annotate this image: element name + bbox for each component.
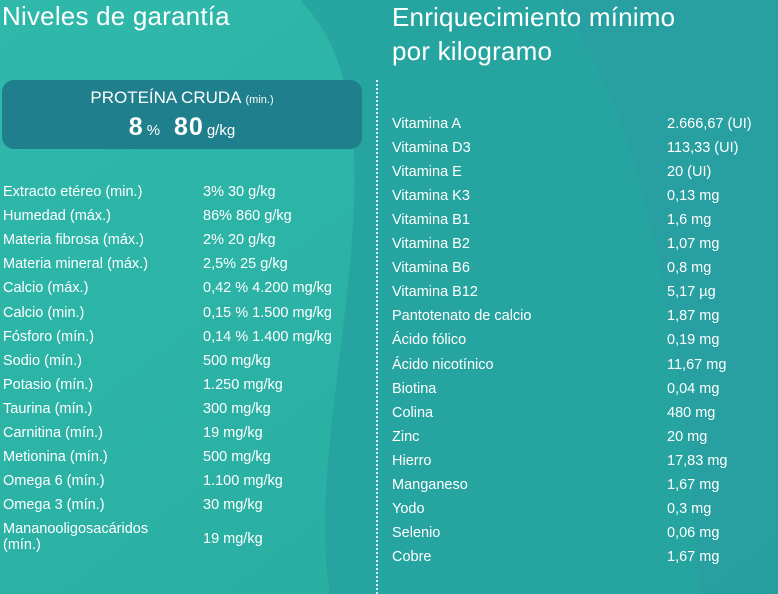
crude-protein-name: PROTEÍNA CRUDA (90, 88, 242, 107)
guarantee-name: Materia mineral (máx.) (3, 256, 149, 273)
enrichment-name: Selenio (392, 524, 441, 541)
enrichment-title-line1: Enriquecimiento mínimo (392, 2, 676, 32)
crude-protein-amount-unit: g/kg (206, 122, 236, 139)
guarantee-name: Potasio (mín.) (3, 376, 94, 393)
guarantee-name: Extracto etéreo (min.) (3, 184, 143, 200)
enrichment-value: 1,07 mg (667, 236, 720, 253)
guarantee-name: Mananooligosacáridos (mín.) (3, 521, 149, 554)
guarantee-name: Fósforo (mín.) (3, 328, 95, 345)
enrichment-name: Ácido nicotínico (392, 356, 494, 373)
guarantee-name: Sodio (mín.) (3, 352, 82, 369)
enrichment-value: 480 mg (667, 404, 716, 421)
guarantee-levels-title: Niveles de garantía (2, 1, 230, 31)
enrichment-value: 5,17 µg (667, 284, 716, 301)
guarantee-value: 19 mg/kg (203, 425, 263, 441)
guarantee-name: Omega 3 (mín.) (3, 497, 105, 514)
enrichment-name: Zinc (392, 428, 420, 445)
guarantee-value: 2,5% 25 g/kg (203, 256, 288, 273)
enrichment-value: 20 mg (667, 428, 708, 445)
guarantee-value: 2% 20 g/kg (203, 232, 276, 249)
crude-protein-box: PROTEÍNA CRUDA (min.) 8% 80 g/kg (2, 80, 362, 149)
guarantee-value: 300 mg/kg (203, 400, 271, 417)
guarantee-value: 500 mg/kg (203, 352, 271, 369)
enrichment-value: 0,04 mg (667, 380, 720, 397)
guarantee-value: 0,42 % 4.200 mg/kg (203, 280, 332, 297)
guarantee-value: 1.250 mg/kg (203, 376, 283, 393)
enrichment-name: Vitamina E (392, 164, 462, 181)
crude-protein-amount: 80 (174, 113, 204, 141)
enrichment-name: Colina (392, 404, 434, 421)
enrichment-value: 1,67 mg (667, 476, 720, 493)
enrichment-name: Ácido fólico (392, 332, 467, 349)
enrichment-value: 0,19 mg (667, 332, 720, 349)
guarantee-name: Calcio (máx.) (3, 280, 89, 297)
enrichment-value: 17,83 mg (667, 452, 728, 469)
guarantee-value: 30 mg/kg (203, 497, 263, 514)
guarantee-name: Metionina (mín.) (3, 449, 108, 466)
guarantee-name: Materia fibrosa (máx.) (3, 232, 145, 249)
enrichment-name: Vitamina B1 (392, 212, 470, 229)
enrichment-name: Vitamina K3 (392, 188, 470, 205)
enrichment-value: 0,8 mg (667, 260, 712, 277)
enrichment-title-line2: por kilogramo (392, 36, 553, 66)
crude-protein-percent-unit: % (146, 122, 161, 139)
enrichment-name: Manganeso (392, 476, 468, 493)
guarantee-value: 500 mg/kg (203, 449, 271, 466)
enrichment-value: 0,3 mg (667, 500, 712, 517)
enrichment-value: 1,67 mg (667, 548, 720, 565)
guarantee-name: Taurina (mín.) (3, 400, 93, 417)
enrichment-value: 0,06 mg (667, 524, 720, 541)
enrichment-name: Vitamina D3 (392, 140, 471, 157)
enrichment-name: Vitamina A (392, 116, 462, 132)
enrichment-value: 11,67 mg (667, 356, 727, 373)
guarantee-value: 19 mg/kg (203, 531, 263, 548)
enrichment-name: Yodo (392, 500, 425, 517)
guarantee-value: 0,15 % 1.500 mg/kg (203, 304, 332, 321)
guarantee-name: Carnitina (mín.) (3, 425, 103, 441)
crude-protein-qualifier: (min.) (245, 94, 274, 106)
enrichment-value: 2.666,67 (UI) (667, 116, 752, 132)
crude-protein-values: 8% 80 g/kg (2, 113, 362, 145)
enrichment-value: 20 (UI) (667, 164, 712, 181)
enrichment-name: Pantotenato de calcio (392, 308, 532, 325)
enrichment-value: 1,6 mg (667, 212, 712, 229)
guarantee-name: Omega 6 (mín.) (3, 473, 105, 490)
enrichment-name: Cobre (392, 548, 432, 565)
crude-protein-label: PROTEÍNA CRUDA (min.) (2, 87, 362, 111)
enrichment-value: 113,33 (UI) (667, 140, 739, 157)
enrichment-name: Biotina (392, 380, 437, 397)
guarantee-value: 1.100 mg/kg (203, 473, 283, 490)
enrichment-value: 0,13 mg (667, 188, 720, 205)
enrichment-title: Enriquecimiento mínimo por kilogramo (392, 0, 675, 68)
guarantee-value: 86% 860 g/kg (203, 208, 292, 225)
guarantee-value: 3% 30 g/kg (203, 184, 276, 200)
enrichment-value: 1,87 mg (667, 308, 720, 325)
column-divider (376, 80, 378, 594)
enrichment-name: Vitamina B2 (392, 236, 470, 253)
guarantee-name: Calcio (min.) (3, 304, 85, 321)
enrichment-name: Vitamina B12 (392, 284, 478, 301)
enrichment-name: Vitamina B6 (392, 260, 470, 277)
crude-protein-percent: 8 (128, 113, 144, 141)
enrichment-name: Hierro (392, 452, 432, 469)
guarantee-value: 0,14 % 1.400 mg/kg (203, 328, 332, 345)
guarantee-name: Humedad (máx.) (3, 208, 111, 225)
